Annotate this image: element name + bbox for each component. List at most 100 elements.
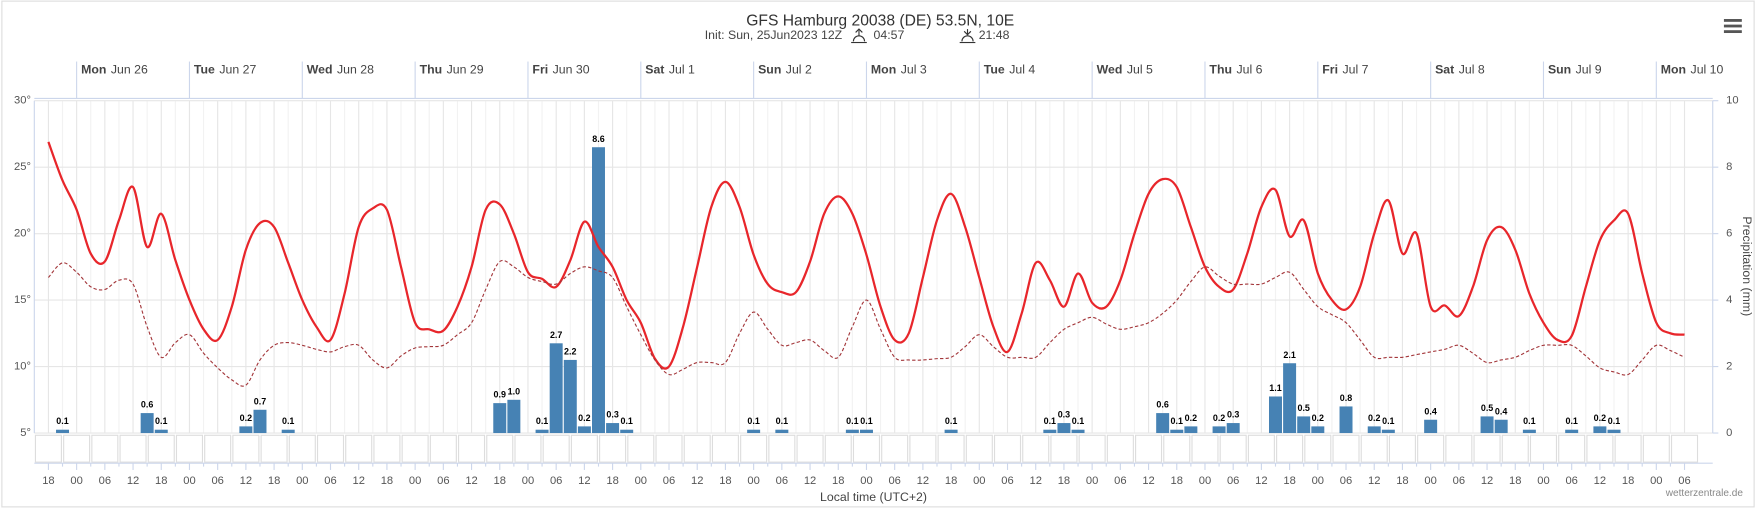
day-weekday: Sat bbox=[645, 63, 664, 77]
precip-bar bbox=[592, 147, 605, 434]
wind-cell bbox=[1614, 434, 1642, 463]
day-date: Jul 3 bbox=[901, 63, 927, 77]
y-tick-label: 25° bbox=[14, 161, 31, 173]
precip-bar bbox=[56, 429, 70, 434]
sunset-time: 21:48 bbox=[979, 28, 1010, 42]
precip-label: 0.1 bbox=[1608, 416, 1620, 426]
precip-label: 0.2 bbox=[1368, 413, 1380, 423]
precip-label: 0.5 bbox=[1481, 403, 1493, 413]
y2-axis-title: Precipitation (mm) bbox=[1740, 216, 1754, 316]
day-date: Jun 29 bbox=[447, 63, 484, 77]
wind-cell bbox=[1332, 434, 1360, 463]
day-date: Jul 9 bbox=[1576, 63, 1602, 77]
wind-cell bbox=[232, 434, 260, 463]
sunrise-icon bbox=[851, 28, 867, 44]
x-tick-label: 12 bbox=[1481, 475, 1493, 487]
x-tick-label: 06 bbox=[1001, 475, 1013, 487]
precip-bar bbox=[620, 429, 634, 434]
precip-bar bbox=[140, 413, 154, 434]
x-tick-label: 00 bbox=[1312, 475, 1324, 487]
wind-cell bbox=[119, 434, 147, 463]
temperature-line bbox=[47, 141, 1685, 370]
precip-bar bbox=[1043, 429, 1057, 434]
x-tick-label: 06 bbox=[99, 475, 111, 487]
wind-cell bbox=[91, 434, 119, 463]
precip-label: 0.1 bbox=[1072, 416, 1084, 426]
x-tick-label: 00 bbox=[747, 475, 759, 487]
wind-cell bbox=[824, 434, 852, 463]
day-date: Jul 2 bbox=[786, 63, 812, 77]
x-tick-label: 12 bbox=[1594, 475, 1606, 487]
x-tick-label: 18 bbox=[832, 475, 844, 487]
x-tick-label: 00 bbox=[1424, 475, 1436, 487]
day-weekday: Fri bbox=[1322, 63, 1338, 77]
precip-label: 0.3 bbox=[1227, 410, 1239, 420]
wind-cell bbox=[345, 434, 373, 463]
y2-tick-label: 6 bbox=[1726, 228, 1732, 240]
x-tick-label: 12 bbox=[578, 475, 590, 487]
precip-label: 0.8 bbox=[1340, 393, 1352, 403]
x-tick-label: 00 bbox=[296, 475, 308, 487]
wind-cell bbox=[740, 434, 768, 463]
day-date: Jun 26 bbox=[111, 63, 148, 77]
day-label: Mon Jul 3 bbox=[871, 63, 927, 77]
x-tick-label: 12 bbox=[1142, 475, 1154, 487]
y2-tick-label: 0 bbox=[1726, 427, 1732, 439]
precip-label: 0.6 bbox=[141, 400, 153, 410]
precip-label: 0.2 bbox=[240, 413, 252, 423]
precip-bar bbox=[253, 409, 267, 434]
x-tick-label: 12 bbox=[352, 475, 364, 487]
day-label: Sat Jul 1 bbox=[645, 63, 695, 77]
wind-cell bbox=[796, 434, 824, 463]
wind-cell bbox=[1022, 434, 1050, 463]
precip-bar bbox=[1565, 429, 1579, 434]
menu-button[interactable] bbox=[1723, 19, 1742, 34]
wind-cell bbox=[1050, 434, 1078, 463]
x-tick-label: 06 bbox=[776, 475, 788, 487]
wind-cell bbox=[147, 434, 175, 463]
precip-label: 0.1 bbox=[776, 416, 788, 426]
dewpoint-line bbox=[47, 259, 1685, 387]
wind-cell bbox=[288, 434, 316, 463]
wind-cell bbox=[1163, 434, 1191, 463]
day-weekday: Tue bbox=[194, 63, 215, 77]
wind-cell bbox=[429, 434, 457, 463]
x-tick-label: 12 bbox=[127, 475, 139, 487]
x-tick-label: 18 bbox=[719, 475, 731, 487]
precip-label: 0.1 bbox=[1044, 416, 1056, 426]
wind-cell bbox=[599, 434, 627, 463]
x-tick-label: 06 bbox=[1227, 475, 1239, 487]
x-tick-label: 18 bbox=[1509, 475, 1521, 487]
x-tick-label: 12 bbox=[1368, 475, 1380, 487]
day-weekday: Thu bbox=[1209, 63, 1232, 77]
chart-subtitle: Init: Sun, 25Jun2023 12Z bbox=[705, 28, 843, 42]
day-label: Mon Jul 10 bbox=[1661, 63, 1724, 77]
x-tick-label: 06 bbox=[1565, 475, 1577, 487]
precip-bar bbox=[281, 429, 295, 434]
precip-bar bbox=[493, 403, 507, 434]
wind-cell bbox=[401, 434, 429, 463]
day-date: Jun 30 bbox=[553, 63, 590, 77]
precip-label: 8.6 bbox=[592, 134, 604, 144]
x-tick-label: 18 bbox=[1058, 475, 1070, 487]
x-tick-label: 12 bbox=[465, 475, 477, 487]
precip-bar bbox=[1424, 419, 1438, 434]
day-weekday: Tue bbox=[984, 63, 1005, 77]
day-date: Jul 1 bbox=[669, 63, 695, 77]
y2-tick-label: 10 bbox=[1726, 95, 1738, 107]
precip-label: 0.1 bbox=[155, 416, 167, 426]
wind-cell bbox=[175, 434, 204, 463]
x-tick-label: 00 bbox=[635, 475, 647, 487]
wind-cell bbox=[1191, 434, 1219, 463]
precip-bar bbox=[1156, 413, 1170, 434]
day-label: Mon Jun 26 bbox=[81, 63, 148, 77]
precip-bar bbox=[1311, 426, 1325, 434]
precip-label: 0.1 bbox=[1171, 416, 1183, 426]
wind-cell bbox=[1558, 434, 1586, 463]
wind-cell bbox=[1445, 434, 1473, 463]
precip-bar bbox=[1184, 426, 1198, 434]
precip-label: 0.4 bbox=[1424, 406, 1436, 416]
y2-tick-label: 4 bbox=[1726, 294, 1732, 306]
x-tick-label: 06 bbox=[1453, 475, 1465, 487]
